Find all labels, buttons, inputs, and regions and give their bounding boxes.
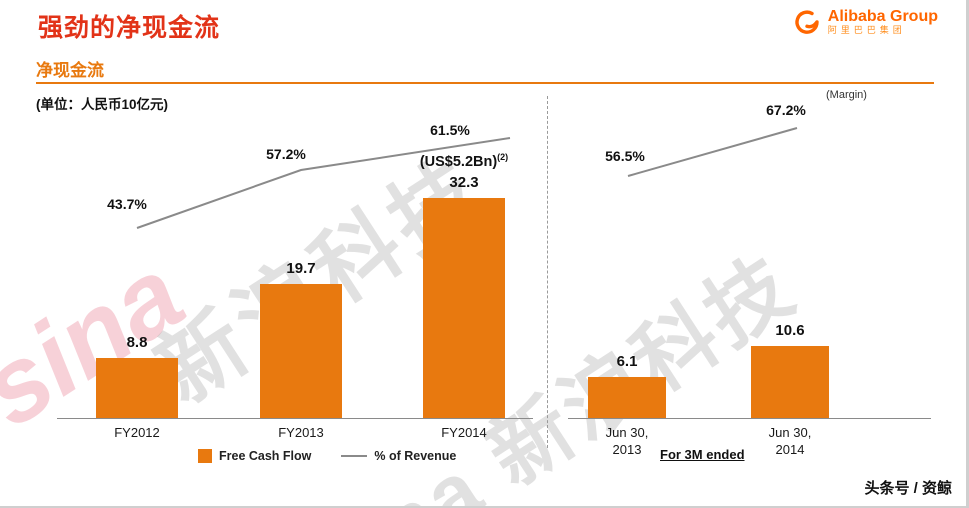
bar-value-label: 10.6 bbox=[775, 322, 805, 339]
percent-label: 67.2% bbox=[766, 102, 806, 118]
category-label: FY2012 bbox=[114, 425, 160, 440]
legend-line-label: % of Revenue bbox=[374, 449, 457, 463]
percent-label: 57.2% bbox=[266, 146, 306, 162]
bar-value-label: 6.1 bbox=[616, 353, 638, 370]
bar-Jun-30-2014 bbox=[751, 346, 829, 418]
bar-value-label: 8.8 bbox=[126, 334, 148, 351]
alibaba-logo-text: Alibaba Group 阿里巴巴集团 bbox=[828, 8, 938, 35]
bar-Jun-30-2013 bbox=[588, 377, 666, 418]
usd-annotation: (US$5.2Bn)(2) bbox=[420, 152, 508, 170]
annotation-footnote-ref: (2) bbox=[497, 152, 509, 162]
bar-FY2012 bbox=[96, 358, 178, 418]
unit-label: (单位：人民币10亿元) bbox=[36, 97, 169, 112]
footer-caption: 头条号 / 资鲸 bbox=[864, 480, 952, 497]
for-3m-ended-label: For 3M ended bbox=[660, 447, 745, 462]
brand-name-chinese: 阿里巴巴集团 bbox=[827, 24, 906, 35]
bar-value-label: 32.3 bbox=[449, 174, 479, 191]
category-label: FY2013 bbox=[278, 425, 324, 440]
percent-of-revenue-line bbox=[627, 127, 798, 177]
percent-label: 61.5% bbox=[430, 122, 470, 138]
x-axis bbox=[57, 418, 533, 419]
section-divider-rule bbox=[36, 82, 934, 84]
category-label: Jun 30, 2013 bbox=[605, 425, 649, 457]
percent-label: 43.7% bbox=[107, 196, 147, 212]
percent-label: 56.5% bbox=[605, 148, 645, 164]
free-cash-flow-swatch bbox=[198, 449, 212, 463]
alibaba-logo: Alibaba Group 阿里巴巴集团 bbox=[792, 7, 938, 37]
category-label: Jun 30, 2014 bbox=[768, 425, 812, 457]
chart-divider-dashed bbox=[547, 96, 548, 448]
brand-name: Alibaba Group bbox=[827, 8, 938, 26]
section-title: 净现金流 bbox=[36, 61, 104, 80]
bar-FY2013 bbox=[260, 284, 342, 418]
percent-of-revenue-line-swatch bbox=[341, 455, 368, 457]
margin-label: (Margin) bbox=[826, 89, 867, 101]
percent-of-revenue-line bbox=[136, 137, 511, 229]
chart-legend: Free Cash Flow % of Revenue bbox=[198, 449, 456, 463]
alibaba-logo-icon bbox=[795, 10, 819, 34]
usd-annotation-text: (US$5.2Bn) bbox=[419, 153, 498, 170]
bar-value-label: 19.7 bbox=[286, 260, 316, 277]
category-label: FY2014 bbox=[441, 425, 487, 440]
bar-FY2014 bbox=[423, 198, 505, 418]
page-title: 强劲的净现金流 bbox=[38, 14, 221, 42]
legend-bar-label: Free Cash Flow bbox=[219, 449, 312, 463]
x-axis bbox=[568, 418, 931, 419]
